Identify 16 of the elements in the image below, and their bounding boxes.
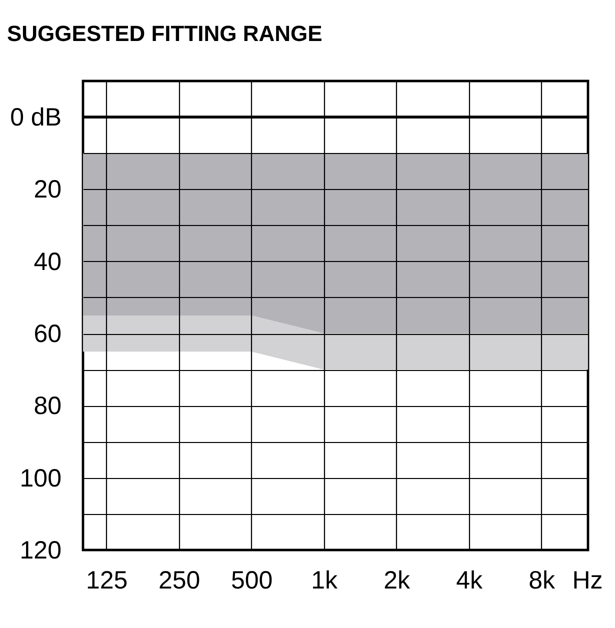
x-tick-label: 2k [384, 566, 411, 594]
x-tick-label: 125 [86, 566, 128, 594]
y-tick-label: 60 [34, 320, 62, 348]
y-tick-label: 20 [34, 176, 62, 204]
y-tick-label: 40 [34, 248, 62, 276]
x-tick-label: 500 [230, 566, 273, 594]
x-tick-label: 1k [311, 566, 338, 594]
x-axis-title: Hz [572, 566, 603, 594]
y-tick-label: 100 [20, 464, 62, 492]
y-tick-label: 120 [20, 536, 62, 564]
x-tick-label: 4k [456, 566, 484, 594]
y-tick-label: 80 [34, 392, 62, 420]
y-tick-label: 0 dB [10, 104, 62, 132]
x-tick-label: 250 [158, 566, 200, 594]
chart-title: SUGGESTED FITTING RANGE [7, 21, 322, 46]
x-tick-label: 8k [528, 566, 556, 594]
